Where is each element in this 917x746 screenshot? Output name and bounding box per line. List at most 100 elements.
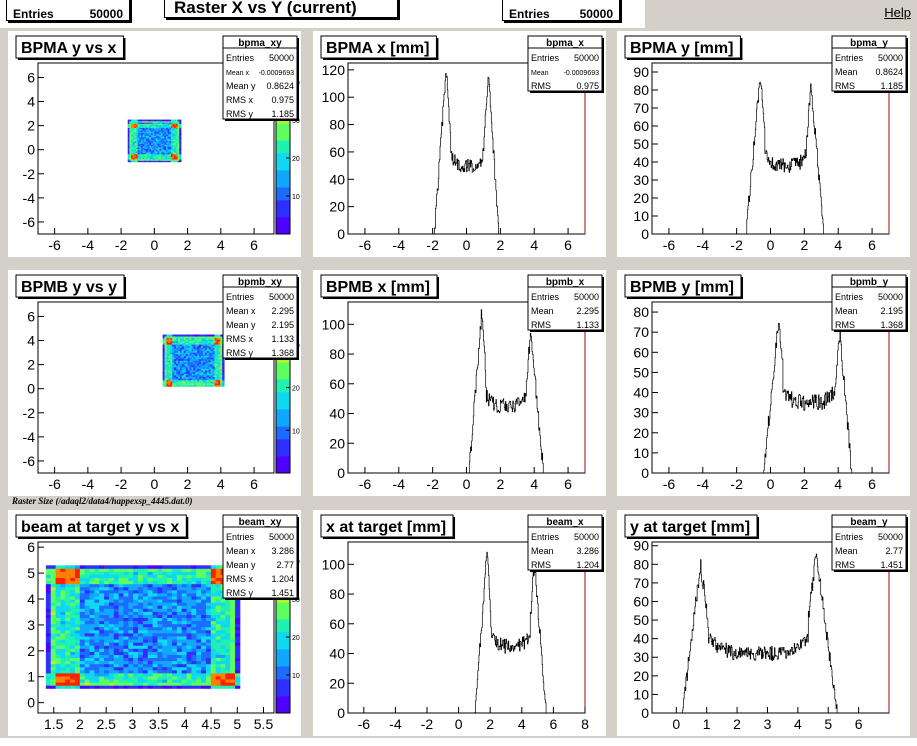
heatmap-cell — [179, 135, 182, 138]
heatmap-cell — [134, 119, 137, 122]
heatmap-cell — [74, 651, 81, 655]
heatmap-cell — [164, 143, 167, 146]
heatmap-cell — [154, 144, 157, 147]
heatmap-cell — [168, 373, 171, 376]
heatmap-cell — [108, 669, 115, 674]
heatmap-cell — [175, 122, 178, 124]
heatmap-cell — [99, 614, 105, 619]
heatmap-cell — [189, 378, 192, 381]
heatmap-cell — [138, 580, 144, 585]
heatmap-cell — [147, 574, 153, 579]
heatmap-cell — [147, 139, 150, 142]
heatmap-cell — [159, 144, 162, 147]
heatmap-cell — [157, 159, 160, 161]
heatmap-cell — [167, 666, 173, 671]
heatmap-cell — [225, 651, 231, 655]
heatmap-cell — [141, 151, 144, 153]
heatmap-cell — [195, 350, 198, 353]
heatmap-cell — [55, 679, 61, 683]
heatmap-cell — [70, 654, 76, 659]
heatmap-cell — [167, 130, 170, 132]
heatmap-cell — [65, 577, 71, 582]
heatmap-cell — [162, 119, 165, 122]
heatmap-cell — [84, 663, 90, 668]
heatmap-cell — [157, 136, 160, 139]
heatmap-cell — [204, 384, 208, 387]
heatmap-cell — [208, 379, 212, 382]
heatmap-cell — [191, 676, 197, 680]
heatmap-cell — [174, 337, 177, 340]
heatmap-cell — [206, 360, 210, 363]
heatmap-cell — [193, 334, 196, 337]
heatmap-cell — [154, 124, 157, 127]
heatmap-cell — [162, 614, 168, 619]
heatmap-cell — [127, 147, 130, 149]
heatmap-cell — [137, 144, 140, 147]
heatmap-cell — [128, 596, 134, 600]
heatmap-cell — [60, 676, 66, 680]
heatmap-cell — [208, 349, 212, 352]
heatmap-cell — [162, 124, 165, 127]
heatmap-cell — [108, 608, 115, 612]
heatmap-cell — [201, 626, 207, 631]
heatmap-cell — [222, 371, 225, 374]
heatmap-cell — [220, 337, 223, 340]
heatmap-cell — [168, 337, 171, 340]
heatmap-cell — [167, 660, 173, 665]
heatmap-cell — [113, 611, 120, 615]
heatmap-cell — [151, 153, 154, 156]
heatmap-cell — [147, 123, 150, 126]
heatmap-cell — [149, 122, 152, 124]
heatmap-cell — [159, 136, 162, 139]
heatmap-cell — [191, 378, 194, 381]
heatmap-cell — [176, 571, 183, 575]
heatmap-cell — [74, 685, 81, 689]
heatmap-cell — [157, 160, 160, 163]
heatmap-cell — [183, 358, 187, 361]
heatmap-cell — [104, 593, 110, 597]
heatmap-cell — [50, 682, 56, 686]
heatmap-cell — [181, 376, 185, 379]
heatmap-cell — [193, 362, 196, 365]
heatmap-cell — [172, 340, 175, 344]
heatmap-cell — [181, 577, 187, 582]
heatmap-cell — [55, 657, 61, 662]
heatmap-cell — [147, 645, 153, 649]
heatmap-cell — [177, 160, 180, 163]
heatmap-cell — [179, 347, 183, 350]
heatmap-cell — [74, 633, 81, 637]
heatmap-cell — [151, 127, 154, 130]
heatmap-cell — [174, 381, 177, 384]
heatmap-cell — [127, 120, 130, 123]
heatmap-cell — [141, 156, 144, 159]
heatmap-cell — [204, 339, 208, 342]
heatmap-cell — [214, 358, 217, 361]
help-menu[interactable]: Help — [884, 5, 911, 20]
heatmap-cell — [136, 120, 139, 123]
heatmap-cell — [172, 360, 175, 363]
heatmap-cell — [118, 633, 124, 637]
heatmap-cell — [127, 127, 130, 130]
heatmap-cell — [191, 363, 194, 366]
heatmap-cell — [65, 623, 71, 628]
histogram-line — [652, 553, 889, 714]
heatmap-cell — [127, 141, 130, 144]
heatmap-cell — [176, 344, 179, 347]
heatmap-cell — [214, 373, 217, 376]
y-tick-label: -6 — [23, 214, 36, 230]
heatmap-cell — [195, 339, 198, 342]
heatmap-cell — [152, 596, 158, 600]
heatmap-cell — [139, 157, 142, 160]
heatmap-cell — [74, 673, 81, 677]
heatmap-cell — [139, 156, 142, 159]
heatmap-cell — [45, 676, 52, 680]
heatmap-cell — [235, 660, 241, 665]
heatmap-cell — [142, 153, 145, 156]
heatmap-cell — [89, 571, 95, 575]
heatmap-cell — [181, 337, 185, 340]
heatmap-cell — [210, 334, 214, 337]
heatmap-cell — [129, 149, 132, 152]
heatmap-cell — [60, 605, 66, 609]
heatmap-cell — [123, 614, 129, 619]
